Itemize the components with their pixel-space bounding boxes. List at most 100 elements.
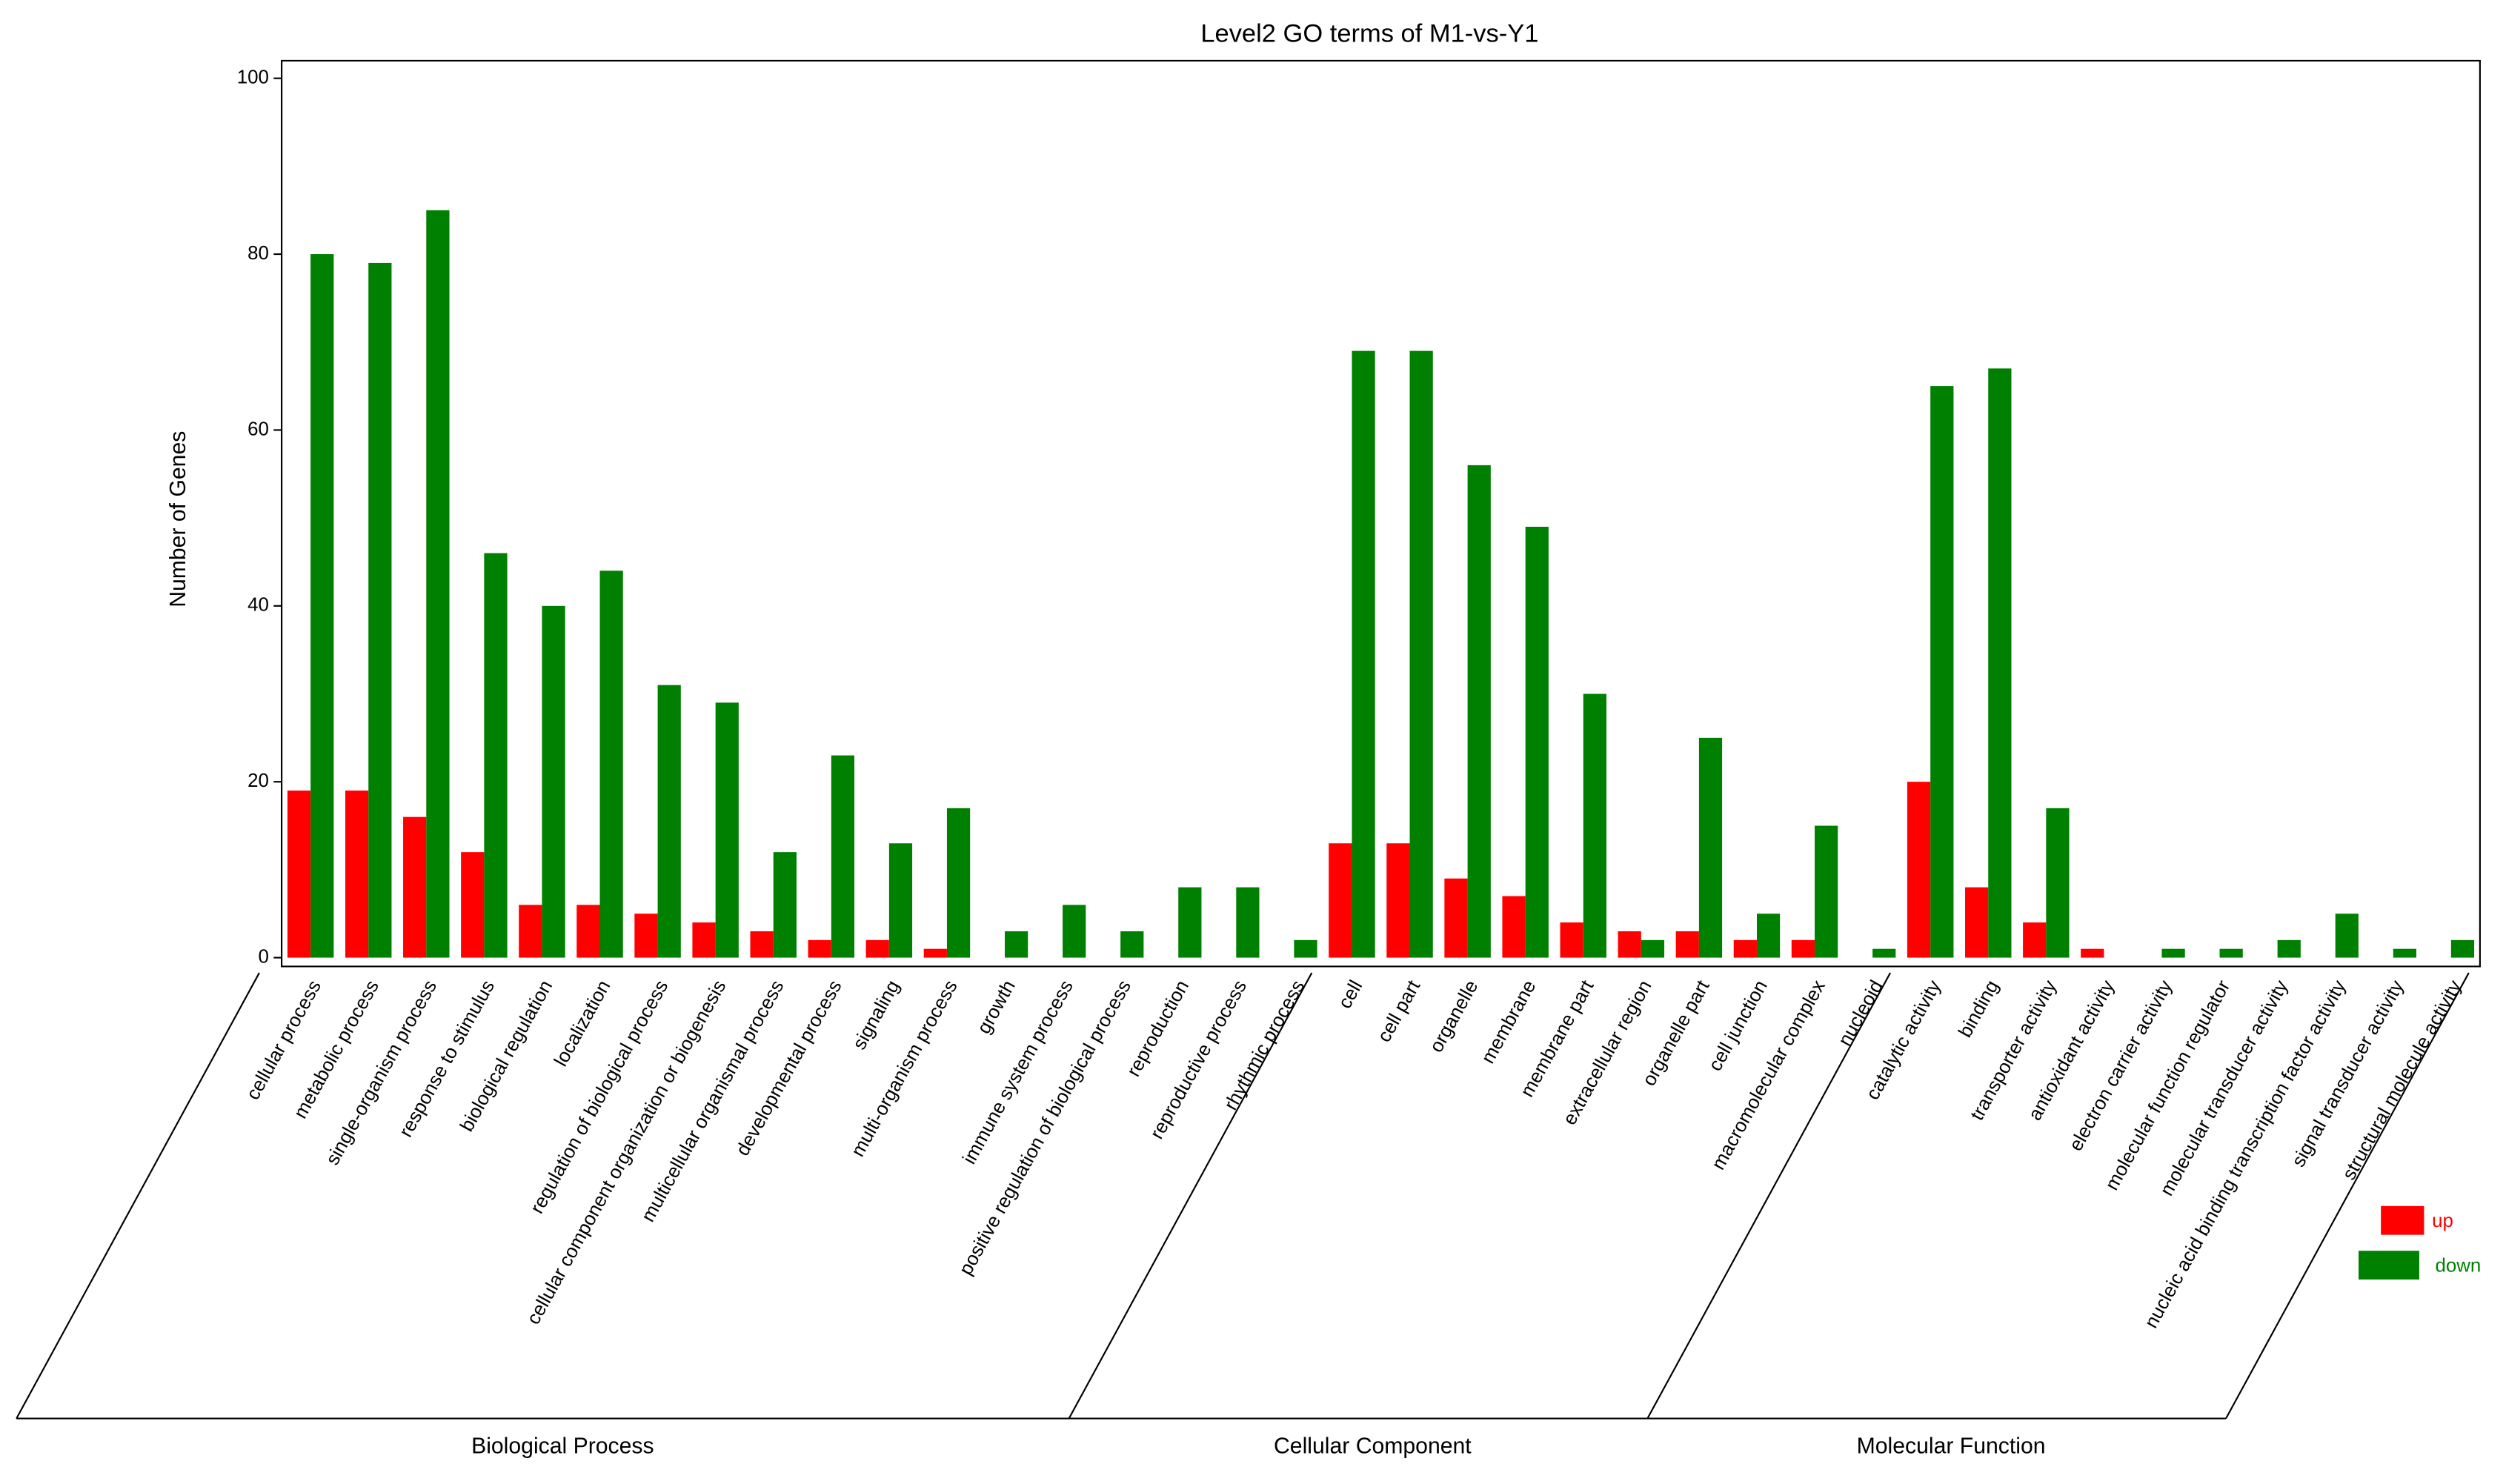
bar <box>1641 939 1665 958</box>
bar <box>1502 896 1526 958</box>
y-axis-label: Number of Genes <box>166 431 190 608</box>
group-divider <box>16 972 260 1420</box>
group-label: Cellular Component <box>1274 1434 1472 1458</box>
bar <box>1756 914 1781 958</box>
group-divider <box>1068 972 1313 1420</box>
bar <box>923 948 947 958</box>
bar <box>542 605 565 958</box>
y-tick-label: 40 <box>247 595 269 616</box>
bar <box>773 852 797 958</box>
bar <box>715 702 739 958</box>
bar <box>2335 914 2359 958</box>
bar <box>2046 808 2070 958</box>
y-tick-label: 20 <box>247 771 269 791</box>
bar <box>2023 922 2047 958</box>
bar <box>2081 948 2104 958</box>
x-tick-label: single-organism process <box>322 977 441 1169</box>
bar <box>634 914 658 958</box>
bar <box>888 843 913 958</box>
bar <box>519 905 542 958</box>
bar <box>1907 782 1931 958</box>
bar <box>1815 825 1838 958</box>
x-tick-label: developmental process <box>732 977 845 1159</box>
bar <box>461 852 485 958</box>
bar <box>2393 948 2416 958</box>
x-tick-label: signaling <box>849 977 904 1054</box>
bar <box>310 254 334 958</box>
bar <box>287 791 311 958</box>
bar <box>1467 465 1491 958</box>
x-tick-label: cell part <box>1374 977 1424 1046</box>
bar <box>1063 905 1086 958</box>
legend-swatch <box>2359 1251 2419 1280</box>
x-tick-label: membrane <box>1478 977 1540 1068</box>
bar <box>368 262 392 958</box>
bar <box>1930 386 1954 958</box>
bar <box>1386 843 1410 958</box>
bar <box>2277 939 2301 958</box>
x-tick-label: signal transducer activity <box>2288 977 2408 1171</box>
bar <box>1444 878 1468 958</box>
x-tick-label: multi-organism process <box>848 977 962 1160</box>
bar <box>1525 526 1549 958</box>
legend-swatch <box>2381 1205 2424 1235</box>
x-tick-label: growth <box>974 977 1020 1037</box>
y-tick-label: 60 <box>247 419 269 439</box>
x-tick-label: reproduction <box>1123 977 1193 1080</box>
x-tick-label: electron carrier activity <box>2065 977 2176 1155</box>
bar <box>946 808 971 958</box>
group-label: Molecular Function <box>1857 1434 2046 1458</box>
bar <box>1791 939 1815 958</box>
x-tick-label: structural molecule activity <box>2339 977 2466 1184</box>
bar <box>1329 843 1352 958</box>
bar <box>1352 350 1375 958</box>
x-tick-label: localization <box>551 977 615 1070</box>
bar <box>2450 939 2475 958</box>
plot-frame <box>281 59 2481 968</box>
bar <box>1294 939 1317 958</box>
bar <box>403 816 427 958</box>
bar <box>1005 931 1028 958</box>
x-tick-label: nucleoid <box>1835 977 1887 1050</box>
bar <box>1409 350 1433 958</box>
bar <box>1988 368 2012 958</box>
bar <box>599 570 623 958</box>
x-tick-label: cell junction <box>1705 977 1772 1075</box>
y-tick-label: 0 <box>258 946 268 967</box>
x-tick-label: macromolecular complex <box>1708 977 1829 1174</box>
bar <box>345 791 369 958</box>
bar <box>657 685 681 958</box>
bar <box>808 939 831 958</box>
bar <box>692 922 716 958</box>
bar <box>2219 948 2243 958</box>
bar <box>1583 693 1606 958</box>
bar <box>576 905 600 958</box>
bar <box>1698 737 1723 958</box>
legend-label: up <box>2432 1211 2453 1231</box>
bar <box>1236 887 1260 958</box>
bar <box>1733 939 1757 958</box>
group-divider <box>1646 972 1891 1420</box>
x-tick-label: cell <box>1335 977 1366 1013</box>
y-tick-label: 100 <box>237 67 269 87</box>
bar <box>1120 931 1144 958</box>
bar <box>1178 887 1202 958</box>
chart-title: Level2 GO terms of M1-vs-Y1 <box>1200 20 1538 48</box>
legend-label: down <box>2436 1256 2482 1277</box>
bar <box>1675 931 1699 958</box>
bar <box>865 939 889 958</box>
x-tick-label: binding <box>1955 977 2003 1042</box>
group-divider <box>2225 972 2470 1420</box>
bar <box>426 210 450 958</box>
bar <box>1560 922 1583 958</box>
x-tick-label: immune system process <box>959 977 1077 1168</box>
bar <box>750 931 774 958</box>
bar <box>2161 948 2185 958</box>
group-label: Biological Process <box>471 1434 654 1458</box>
bar <box>1618 931 1641 958</box>
bar <box>1872 948 1896 958</box>
x-tick-label: organelle <box>1426 977 1482 1057</box>
y-tick-label: 80 <box>247 243 269 264</box>
